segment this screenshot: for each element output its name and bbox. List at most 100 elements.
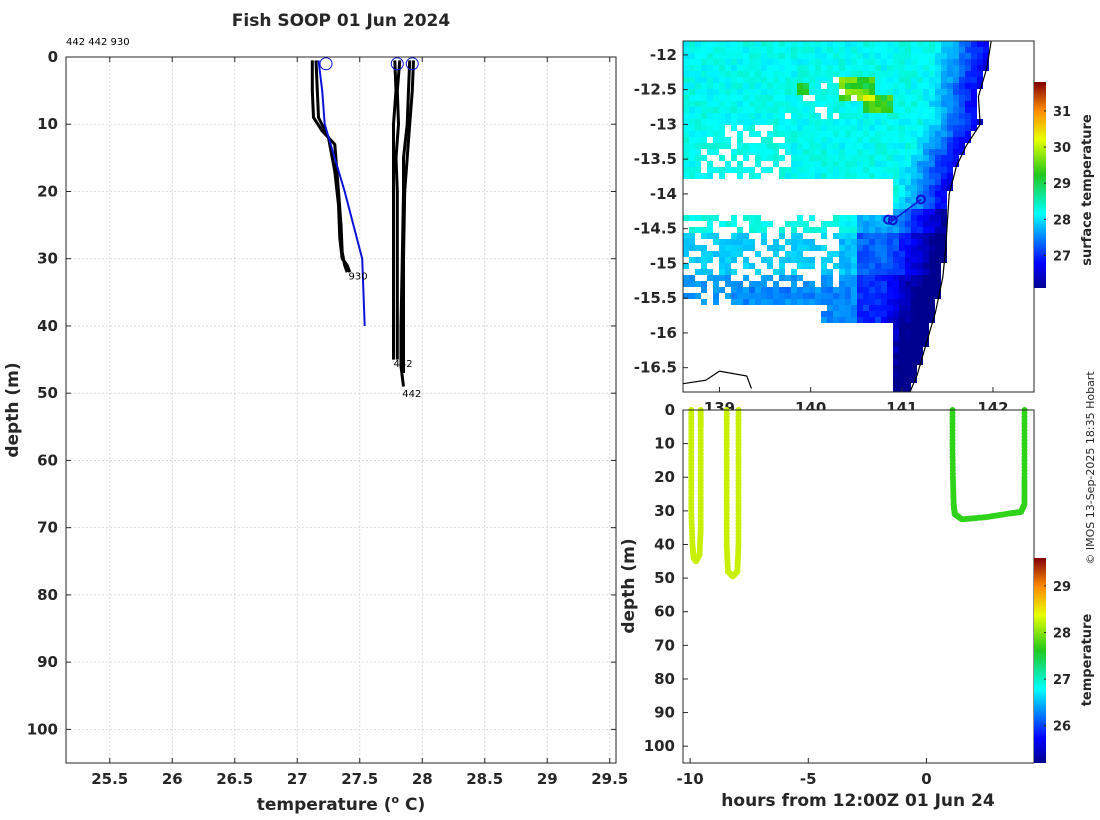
sst-cell — [929, 293, 935, 299]
sst-cell — [725, 113, 731, 119]
sst-cell — [887, 95, 893, 101]
sst-cell — [935, 143, 941, 149]
sst-cell — [785, 71, 791, 77]
profile-x-tick-label: 28 — [412, 770, 433, 788]
sst-cell — [887, 113, 893, 119]
sst-cell — [929, 317, 935, 323]
sst-cell — [911, 329, 917, 335]
sst-cell — [947, 173, 953, 179]
sst-cell — [899, 197, 905, 203]
sst-cell — [905, 41, 911, 47]
sst-cell — [827, 101, 833, 107]
sst-cell — [905, 311, 911, 317]
sst-cell — [821, 227, 827, 233]
sst-cell — [953, 107, 959, 113]
sst-cell — [695, 47, 701, 53]
time-x-label: hours from 12:00Z 01 Jun 24 — [721, 791, 995, 811]
sst-cell — [923, 191, 929, 197]
sst-cell — [899, 359, 905, 365]
sst-cell — [887, 281, 893, 287]
sst-cell — [707, 173, 713, 179]
sst-cell — [815, 137, 821, 143]
sst-cell — [689, 113, 695, 119]
sst-cell — [863, 239, 869, 245]
sst-cell — [833, 137, 839, 143]
sst-cell — [905, 377, 911, 383]
sst-cell — [683, 59, 689, 65]
sst-cell — [689, 233, 695, 239]
sst-cell — [719, 167, 725, 173]
sst-cell — [809, 263, 815, 269]
sst-cell — [803, 239, 809, 245]
sst-cell — [701, 71, 707, 77]
sst-cell — [917, 83, 923, 89]
sst-cell — [923, 161, 929, 167]
sst-cell — [821, 149, 827, 155]
sst-cell — [869, 143, 875, 149]
sst-cell — [851, 113, 857, 119]
sst-cell — [875, 131, 881, 137]
sst-cell — [905, 179, 911, 185]
sst-cell — [887, 143, 893, 149]
sst-cell — [767, 221, 773, 227]
sst-cell — [683, 239, 689, 245]
sst-cell — [689, 257, 695, 263]
sst-cell — [917, 71, 923, 77]
sst-cell — [707, 143, 713, 149]
sst-cell — [839, 143, 845, 149]
sst-cell — [833, 155, 839, 161]
sst-cell — [767, 59, 773, 65]
sst-cell — [875, 299, 881, 305]
profile-series — [310, 57, 419, 387]
sst-cell — [827, 113, 833, 119]
sst-cell — [839, 311, 845, 317]
sst-cell — [821, 173, 827, 179]
sst-cell — [869, 239, 875, 245]
sst-cell — [959, 125, 965, 131]
sst-cell — [863, 149, 869, 155]
sst-cell — [779, 257, 785, 263]
sst-cell — [947, 71, 953, 77]
sst-cell — [959, 53, 965, 59]
sst-cell — [749, 77, 755, 83]
sst-cell — [845, 257, 851, 263]
sst-cell — [881, 113, 887, 119]
sst-cell — [929, 179, 935, 185]
sst-cell — [761, 221, 767, 227]
sst-cell — [845, 107, 851, 113]
sst-cell — [899, 233, 905, 239]
sst-cell — [941, 107, 947, 113]
sst-cell — [923, 155, 929, 161]
sst-cell — [785, 239, 791, 245]
sst-cell — [863, 299, 869, 305]
sst-cell — [863, 257, 869, 263]
sst-cell — [905, 191, 911, 197]
sst-cell — [899, 173, 905, 179]
sst-cell — [839, 101, 845, 107]
sst-cell — [821, 293, 827, 299]
sst-cell — [689, 275, 695, 281]
sst-cell — [785, 83, 791, 89]
sst-cell — [707, 119, 713, 125]
sst-cell — [809, 83, 815, 89]
sst-cell — [725, 257, 731, 263]
sst-cell — [683, 113, 689, 119]
sst-colorbar-tick-label: 29 — [1053, 177, 1071, 192]
sst-cell — [695, 59, 701, 65]
sst-cell — [827, 275, 833, 281]
sst-cell — [731, 53, 737, 59]
sst-cell — [857, 167, 863, 173]
sst-cell — [923, 263, 929, 269]
sst-cell — [905, 317, 911, 323]
sst-cell — [773, 95, 779, 101]
sst-cell — [911, 149, 917, 155]
sst-cell — [965, 47, 971, 53]
sst-cell — [911, 347, 917, 353]
sst-cell — [917, 221, 923, 227]
sst-cell — [779, 77, 785, 83]
sst-cell — [791, 77, 797, 83]
sst-cell — [689, 239, 695, 245]
sst-cell — [911, 257, 917, 263]
sst-cell — [791, 83, 797, 89]
